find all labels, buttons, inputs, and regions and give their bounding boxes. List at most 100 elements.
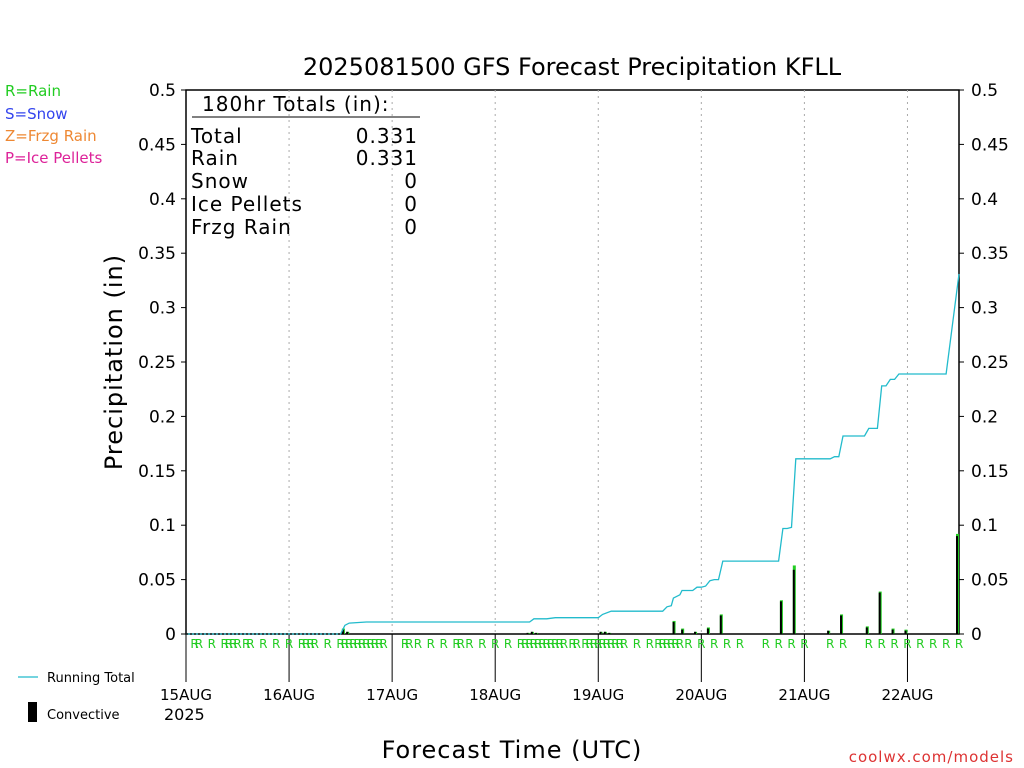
- ptype-marker-rain: R: [603, 637, 611, 651]
- y-tick-label-right: 0.3: [971, 299, 998, 319]
- y-tick-label-left: 0.2: [149, 407, 176, 427]
- y-axis-ticks: 0 00.05 0.050.1 0.10.15 0.150.2 0.20.25 0.250.…: [138, 81, 1009, 645]
- convective-bar: [599, 631, 602, 634]
- ptype-marker-rain: R: [517, 637, 525, 651]
- ptype-marker-rain: R: [525, 637, 533, 651]
- ptype-marker-rain: R: [452, 637, 460, 651]
- y-tick-label-right: 0.1: [971, 516, 998, 536]
- ptype-marker-rain: R: [427, 637, 435, 651]
- ptype-marker-rain: R: [560, 637, 568, 651]
- ptype-marker-rain: R: [955, 637, 963, 651]
- y-tick-label-left: 0.35: [138, 244, 176, 264]
- x-axis-label: Forecast Time (UTC): [382, 736, 643, 764]
- y-tick-label-left: 0.05: [138, 571, 176, 591]
- y-tick-label-right: 0.05: [971, 571, 1009, 591]
- y-tick-label-right: 0.15: [971, 462, 1009, 482]
- ptype-marker-rain: R: [667, 637, 675, 651]
- convective-bar: [792, 569, 795, 634]
- convective-bar: [672, 622, 675, 634]
- ptype-marker-rain: R: [607, 637, 615, 651]
- ptype-marker-rain: R: [654, 637, 662, 651]
- y-tick-label-right: 0.25: [971, 353, 1009, 373]
- x-tick-label: 22AUG: [881, 686, 933, 704]
- day-gridlines: [288, 90, 908, 634]
- y-tick-label-right: 0.45: [971, 135, 1009, 155]
- totals-label-rain: Rain: [191, 146, 239, 170]
- y-tick-label-left: 0.5: [149, 81, 176, 101]
- ptype-marker-rain: R: [521, 637, 529, 651]
- ptype-marker-rain: R: [620, 637, 628, 651]
- convective-legend-label: Convective: [47, 708, 120, 723]
- totals-value-rain: 0.331: [356, 146, 418, 170]
- ptype-marker-rain: R: [762, 637, 770, 651]
- totals-heading: 180hr Totals (in):: [202, 92, 390, 116]
- ptype-marker-rain: R: [839, 637, 847, 651]
- ptype-marker-rain: R: [581, 637, 589, 651]
- convective-bar: [346, 631, 349, 634]
- ptype-marker-rain: R: [259, 637, 267, 651]
- ptype-marker-rain: R: [671, 637, 679, 651]
- totals-label-total: Total: [190, 124, 243, 148]
- ptype-marker-rain: R: [903, 637, 911, 651]
- ptype-marker-rain: R: [375, 637, 383, 651]
- y-axis-label: Precipitation (in): [100, 254, 128, 470]
- y-tick-label-right: 0.5: [971, 81, 998, 101]
- convective-bar: [827, 630, 830, 634]
- y-tick-label-left: 0: [165, 625, 176, 645]
- convective-bar: [706, 628, 709, 634]
- y-tick-label-left: 0.15: [138, 462, 176, 482]
- series-legend: Running Total Convective: [18, 671, 135, 723]
- convective-bar: [956, 536, 958, 634]
- totals-label-ice-pellets: Ice Pellets: [191, 192, 303, 216]
- ptype-marker-rain: R: [208, 637, 216, 651]
- running-total-line: [186, 273, 960, 635]
- ptype-marker-rain: R: [594, 637, 602, 651]
- ptype-marker-rain: R: [362, 637, 370, 651]
- ptype-marker-rain: R: [890, 637, 898, 651]
- convective-bar: [878, 592, 881, 634]
- ptype-marker-rain: R: [336, 637, 344, 651]
- ptype-marker-rain: R: [878, 637, 886, 651]
- legend-ice-pellets: P=Ice Pellets: [5, 149, 102, 167]
- convective-bar: [840, 615, 843, 634]
- ptype-marker-rain: R: [233, 637, 241, 651]
- precip-type-legend: R=Rain S=Snow Z=Frzg Rain P=Ice Pellets: [5, 82, 102, 167]
- convective-bar: [535, 632, 538, 634]
- ptype-marker-rain: R: [676, 637, 684, 651]
- totals-value-frzg-rain: 0: [404, 215, 418, 239]
- ptype-marker-rain: R: [616, 637, 624, 651]
- ptype-marker-rain: R: [826, 637, 834, 651]
- ptype-marker-rain: R: [306, 637, 314, 651]
- ptype-marker-rain: R: [405, 637, 413, 651]
- ptype-marker-rain: R: [736, 637, 744, 651]
- ptype-marker-rain: R: [345, 637, 353, 651]
- ptype-marker-rain: R: [697, 637, 705, 651]
- ptype-marker-rain: R: [349, 637, 357, 651]
- ptype-marker-rain: R: [598, 637, 606, 651]
- convective-bar: [891, 629, 894, 634]
- legend-frzg-rain: Z=Frzg Rain: [5, 127, 97, 145]
- year-label: 2025: [164, 705, 205, 724]
- totals-box: 180hr Totals (in): Total 0.331 Rain 0.33…: [190, 92, 420, 239]
- convective-bar: [904, 630, 907, 634]
- ptype-marker-rain: R: [439, 637, 447, 651]
- ptype-marker-rain: R: [478, 637, 486, 651]
- ptype-marker-rain: R: [491, 637, 499, 651]
- totals-value-snow: 0: [404, 169, 418, 193]
- convective-legend-swatch: [28, 702, 37, 722]
- ptype-marker-rain: R: [787, 637, 795, 651]
- ptype-marker-rain: R: [371, 637, 379, 651]
- ptype-marker-rain: R: [272, 637, 280, 651]
- ptype-marker-rain: R: [573, 637, 581, 651]
- chart-title: 2025081500 GFS Forecast Precipitation KF…: [303, 53, 842, 81]
- ptype-marker-rain: R: [710, 637, 718, 651]
- convective-bar: [719, 615, 722, 634]
- convective-bar: [530, 631, 533, 634]
- ptype-marker-rain: R: [246, 637, 254, 651]
- ptype-marker-rain: R: [555, 637, 563, 651]
- ptype-marker-rain: R: [633, 637, 641, 651]
- ptype-marker-rain: R: [611, 637, 619, 651]
- ptype-marker-rain: R: [285, 637, 293, 651]
